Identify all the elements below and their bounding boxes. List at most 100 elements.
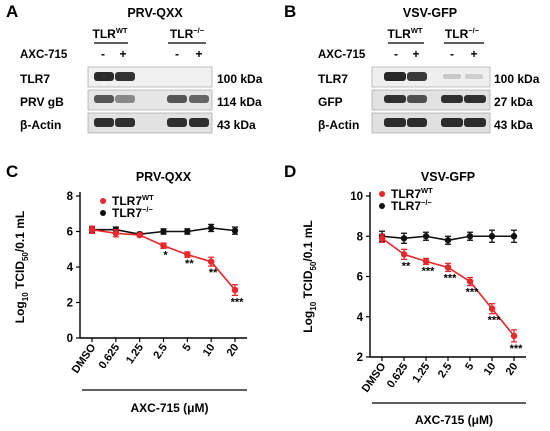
significance-marker: *** <box>510 343 524 355</box>
panel-a-band-1-1 <box>94 72 114 81</box>
panel-b-protein-3: β-Actin <box>318 118 359 132</box>
data-point <box>400 251 408 258</box>
significance-marker: *** <box>444 272 458 284</box>
panel-a-size-1: 100 kDa <box>217 72 263 86</box>
x-tick-label: 2.5 <box>436 361 455 380</box>
x-tick-label: 2.5 <box>151 342 170 361</box>
panel-b-mark-3: - <box>450 47 454 61</box>
data-point <box>184 251 191 258</box>
x-tick-label: 10 <box>201 342 218 359</box>
data-point <box>160 242 167 249</box>
legend-swatch <box>100 210 106 216</box>
x-tick-label: 1.25 <box>124 342 146 366</box>
y-tick-label: 2 <box>357 352 363 364</box>
y-tick-label: 8 <box>67 191 74 203</box>
panel-b-band-2-2 <box>407 95 427 103</box>
data-point <box>510 332 518 340</box>
panel-a-mark-4: + <box>195 47 202 61</box>
significance-marker: *** <box>466 287 480 299</box>
x-tick-label: 0.625 <box>97 342 123 371</box>
legend-swatch <box>379 203 385 209</box>
panel-a-protein-3: β-Actin <box>20 118 61 132</box>
panel-b: B VSV-GFP TLRWT TLR−/− AXC-715 - + - + T… <box>284 2 540 134</box>
panel-a-size-2: 114 kDa <box>217 95 262 109</box>
panel-b-letter: B <box>284 2 296 21</box>
x-tick-label: DMSO <box>360 360 389 394</box>
panel-b-band-2-4 <box>464 95 486 103</box>
x-axis-label: AXC-715 (μM) <box>415 413 493 427</box>
data-point <box>231 227 239 234</box>
y-tick-label: 6 <box>357 272 363 284</box>
panel-b-group-ko: TLR−/− <box>445 26 480 41</box>
significance-marker: *** <box>231 296 245 308</box>
panel-a-band-1-2 <box>115 72 135 81</box>
panel-a-protein-1: TLR7 <box>20 72 50 86</box>
panel-b-band-2-1 <box>384 95 406 103</box>
significance-marker: *** <box>488 315 502 327</box>
data-point <box>184 228 191 235</box>
panel-a-letter: A <box>6 2 18 21</box>
data-point <box>400 235 408 242</box>
data-point <box>207 258 215 265</box>
panel-b-treatment-label: AXC-715 <box>318 49 366 61</box>
panel-b-band-3-2 <box>407 118 427 127</box>
significance-marker: ** <box>185 258 194 270</box>
significance-marker: ** <box>209 267 218 279</box>
chart-title: PRV-QXX <box>136 170 192 184</box>
panel-a-band-2-3 <box>167 95 187 103</box>
chart-title: VSV-GFP <box>421 170 475 184</box>
x-tick-label: 10 <box>482 361 499 378</box>
x-tick-label: 20 <box>504 361 521 378</box>
significance-marker: * <box>163 249 168 261</box>
y-tick-label: 0 <box>67 333 73 345</box>
significance-marker: *** <box>422 265 436 277</box>
panel-d-letter: D <box>284 162 296 181</box>
data-point <box>231 286 239 294</box>
panel-b-size-1: 100 kDa <box>494 72 540 86</box>
legend-label: TLR7WT <box>112 193 154 208</box>
panel-a-band-2-2 <box>115 95 135 103</box>
data-point <box>466 233 474 240</box>
panel-a-group-ko: TLR−/− <box>170 26 205 41</box>
x-tick-label: DMSO <box>70 341 99 375</box>
panel-b-protein-1: TLR7 <box>318 72 348 86</box>
legend-label: TLR7−/− <box>391 198 432 213</box>
panel-b-band-3-4 <box>464 118 486 127</box>
panel-a-mark-1: - <box>101 47 105 61</box>
y-tick-label: 6 <box>67 227 73 239</box>
panel-a-size-3: 43 kDa <box>217 118 256 132</box>
data-point <box>422 233 430 240</box>
panel-b-band-1-1 <box>384 72 406 81</box>
y-tick-label: 8 <box>357 231 364 243</box>
panel-a-mark-2: + <box>119 47 126 61</box>
y-axis-label: Log10 TCID50/0.1 mL <box>301 220 318 333</box>
panel-b-band-1-4 <box>465 74 483 79</box>
panel-a-band-2-1 <box>94 95 114 103</box>
data-point <box>510 233 518 240</box>
significance-marker: ** <box>402 260 411 272</box>
data-point <box>488 233 496 240</box>
panel-a: A PRV-QXX TLRWT TLR−/− AXC-715 - + - + T… <box>6 2 263 134</box>
panel-b-protein-2: GFP <box>318 95 343 109</box>
panel-a-mark-3: - <box>175 47 179 61</box>
panel-a-band-3-4 <box>189 118 209 127</box>
y-tick-label: 10 <box>350 191 363 203</box>
panel-a-title: PRV-QXX <box>127 6 183 20</box>
panel-b-band-3-1 <box>384 118 406 127</box>
panel-a-band-3-1 <box>94 118 114 127</box>
data-point <box>444 264 452 271</box>
y-tick-label: 2 <box>67 298 73 310</box>
data-point <box>136 231 143 239</box>
x-tick-label: 5 <box>463 361 476 373</box>
panel-b-title: VSV-GFP <box>403 6 457 20</box>
x-tick-label: 1.25 <box>410 361 432 385</box>
x-tick-label: 0.625 <box>385 361 411 390</box>
panel-b-band-1-2 <box>407 72 427 81</box>
panel-b-band-2-3 <box>441 95 463 103</box>
panel-a-band-3-2 <box>115 118 135 127</box>
legend-swatch <box>100 198 106 204</box>
data-point <box>378 235 386 242</box>
x-tick-label: 20 <box>225 342 242 359</box>
